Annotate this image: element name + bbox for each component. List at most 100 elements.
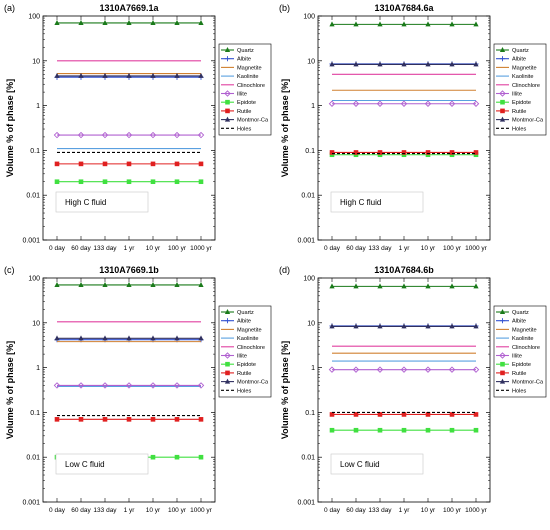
data-point bbox=[425, 412, 431, 417]
series-group bbox=[54, 72, 204, 78]
y-tick-label: 10 bbox=[307, 320, 315, 327]
legend-label: Illite bbox=[512, 354, 522, 360]
data-point bbox=[102, 335, 108, 341]
data-point bbox=[400, 100, 408, 107]
data-point bbox=[126, 281, 132, 287]
y-tick-label: 100 bbox=[303, 276, 315, 283]
data-point bbox=[449, 150, 455, 155]
annotation-text: High C fluid bbox=[65, 198, 106, 207]
data-point bbox=[424, 100, 432, 107]
y-tick-label: 1 bbox=[36, 103, 40, 110]
legend: Quartz Albite Magnetite Kaolinite Clinochlor… bbox=[493, 43, 547, 136]
data-point bbox=[473, 61, 479, 67]
data-point bbox=[101, 382, 109, 389]
chart-panel: (c) 1310A7669.1b Volume % of phase [%] 0.00… bbox=[4, 265, 272, 514]
data-point bbox=[77, 382, 85, 389]
legend-marker bbox=[224, 352, 231, 359]
data-point bbox=[472, 366, 480, 373]
y-tick-label: 0.01 bbox=[301, 455, 315, 462]
legend-marker bbox=[225, 370, 230, 376]
data-point bbox=[174, 161, 180, 167]
y-tick-label: 0.1 bbox=[305, 410, 315, 417]
y-tick-label: 10 bbox=[307, 58, 315, 65]
legend-label: Illite bbox=[512, 92, 522, 98]
data-point bbox=[198, 179, 204, 185]
panel-label: (a) bbox=[4, 3, 15, 13]
legend-label: Albite bbox=[512, 319, 526, 325]
data-point bbox=[78, 179, 84, 185]
legend-marker bbox=[224, 56, 231, 62]
data-point bbox=[377, 21, 383, 27]
legend-label: Montmor-Ca bbox=[237, 380, 269, 386]
data-point bbox=[78, 161, 84, 167]
data-point bbox=[126, 161, 132, 167]
legend-label: Epidote bbox=[237, 362, 256, 368]
legend-label: Clinochlore bbox=[512, 83, 540, 89]
x-tick-label: 10 yr bbox=[146, 507, 161, 514]
data-point bbox=[400, 366, 408, 373]
data-point bbox=[376, 366, 384, 373]
data-point bbox=[472, 100, 480, 107]
data-point bbox=[102, 179, 108, 185]
data-point bbox=[425, 427, 431, 433]
x-tick-label: 60 day bbox=[346, 507, 366, 514]
x-tick-label: 133 day bbox=[368, 507, 392, 514]
y-axis-label: Volume % of phase [%] bbox=[280, 341, 290, 439]
data-point bbox=[53, 382, 61, 389]
legend-label: Clinochlore bbox=[237, 83, 265, 89]
legend-label: Montmor-Ca bbox=[512, 118, 544, 124]
data-point bbox=[174, 19, 180, 25]
y-tick-label: 0.1 bbox=[30, 148, 40, 155]
legend-marker bbox=[500, 108, 505, 114]
legend-label: Magnetite bbox=[512, 327, 537, 333]
data-point bbox=[197, 382, 205, 389]
data-point bbox=[174, 281, 180, 287]
series-group bbox=[329, 323, 479, 329]
data-point bbox=[125, 131, 133, 139]
data-point bbox=[449, 283, 455, 289]
data-point bbox=[401, 283, 407, 289]
y-tick-label: 1 bbox=[36, 365, 40, 372]
x-tick-label: 10 yr bbox=[421, 507, 436, 514]
legend-marker bbox=[224, 47, 231, 52]
y-axis-label: Volume % of phase [%] bbox=[5, 79, 15, 177]
legend: Quartz Albite Magnetite Kaolinite Clinochlor… bbox=[218, 305, 272, 398]
data-point bbox=[352, 100, 360, 107]
series-group bbox=[54, 19, 204, 25]
series-group bbox=[53, 131, 205, 139]
legend-label: Illite bbox=[237, 354, 247, 360]
legend-marker bbox=[499, 309, 506, 314]
data-point bbox=[329, 21, 335, 27]
data-point bbox=[448, 100, 456, 107]
legend-marker bbox=[499, 116, 506, 122]
x-tick-label: 0 day bbox=[324, 507, 341, 514]
data-point bbox=[473, 412, 479, 417]
legend-marker bbox=[224, 318, 231, 324]
y-tick-label: 0.1 bbox=[30, 410, 40, 417]
legend-label: Kaolinite bbox=[237, 74, 258, 80]
data-point bbox=[198, 281, 204, 287]
annotation-box: Low C fluid bbox=[55, 453, 149, 475]
data-point bbox=[198, 72, 204, 78]
chart-title: 1310A7669.1b bbox=[99, 265, 159, 275]
data-point bbox=[125, 382, 133, 389]
chart-panel: (b) 1310A7684.6a Volume % of phase [%] 0.00… bbox=[279, 3, 547, 252]
chart-title: 1310A7684.6a bbox=[374, 3, 434, 13]
data-point bbox=[473, 283, 479, 289]
legend-label: Kaolinite bbox=[512, 336, 533, 342]
x-tick-label: 60 day bbox=[346, 245, 366, 252]
data-point bbox=[329, 323, 335, 329]
data-point bbox=[150, 281, 156, 287]
data-point bbox=[54, 19, 60, 25]
data-point bbox=[150, 19, 156, 25]
legend-label: Quartz bbox=[237, 310, 254, 316]
data-point bbox=[473, 323, 479, 329]
data-point bbox=[54, 417, 60, 422]
series-group bbox=[328, 366, 480, 373]
data-point bbox=[78, 72, 84, 78]
data-point bbox=[198, 417, 204, 422]
data-point bbox=[150, 335, 156, 341]
legend-label: Rutile bbox=[237, 371, 251, 377]
legend-marker bbox=[224, 378, 231, 384]
data-point bbox=[425, 150, 431, 155]
